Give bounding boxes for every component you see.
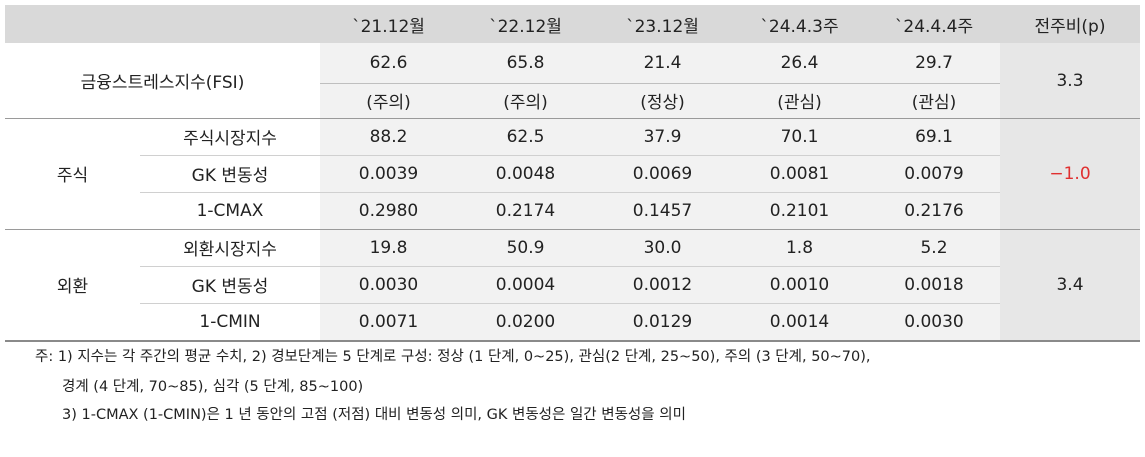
header-cell: 전주비(p) (1034, 16, 1106, 37)
row-label: 주식시장지수 (183, 129, 277, 149)
row-label: 금융스트레스지수(FSI) (80, 73, 245, 93)
value-cell: 0.2101 (769, 200, 830, 221)
level-cell: (정상) (640, 93, 685, 113)
value-cell: 29.7 (915, 53, 953, 73)
value-cell: 0.0079 (904, 163, 964, 184)
header-bg (5, 5, 1140, 43)
value-cell: 0.0081 (769, 163, 830, 184)
value-cell: 88.2 (369, 126, 408, 147)
value-cell: 5.2 (920, 237, 948, 258)
value-cell: 0.2176 (904, 200, 964, 221)
value-cell: 0.0004 (495, 274, 556, 295)
table-bottom (5, 340, 1140, 342)
level-cell: (주의) (366, 93, 411, 113)
value-cell: 65.8 (506, 53, 545, 73)
row-label: GK 변동성 (191, 166, 269, 186)
value-cell: 0.0030 (358, 274, 419, 295)
value-cell: 0.0010 (769, 274, 830, 295)
value-cell: 0.0039 (358, 163, 419, 184)
note: 3) 1-CMAX (1-CMIN)은 1 년 동안의 고점 (저점) 대비 변… (62, 407, 686, 423)
header-cell: `21.12월 (352, 16, 425, 37)
header-cell: `24.4.3주 (760, 16, 839, 37)
value-cell: 62.6 (369, 53, 408, 73)
value-cell: 21.4 (643, 53, 682, 73)
group-line (5, 118, 1140, 119)
level-cell: (관심) (777, 93, 822, 113)
change-cell: −1.0 (1049, 163, 1091, 184)
row-line (140, 266, 1000, 267)
row-line (140, 303, 1000, 304)
value-cell: 0.0048 (495, 163, 556, 184)
value-cell: 70.1 (780, 126, 819, 147)
value-cell: 69.1 (915, 126, 953, 147)
value-cell: 50.9 (506, 237, 545, 258)
header-cell: `24.4.4주 (894, 16, 974, 37)
value-cell: 0.0030 (904, 311, 964, 332)
change-cell: 3.4 (1056, 274, 1084, 295)
header-cell: `22.12월 (489, 16, 562, 37)
value-cell: 0.0129 (632, 311, 693, 332)
group-label: 주식 (56, 166, 89, 186)
value-cell: 0.1457 (632, 200, 693, 221)
value-cell: 30.0 (643, 237, 682, 258)
value-cell: 0.2980 (358, 200, 419, 221)
value-cell: 0.0069 (632, 163, 693, 184)
change-bg (1000, 43, 1140, 340)
row-line (140, 155, 1000, 156)
value-cell: 0.0018 (904, 274, 964, 295)
value-cell: 0.2174 (495, 200, 556, 221)
row-label: 외환시장지수 (183, 240, 277, 260)
note: 경계 (4 단계, 70~85), 심각 (5 단계, 85~100) (62, 379, 364, 395)
note: 주: 1) 지수는 각 주간의 평균 수치, 2) 경보단계는 5 단계로 구성… (35, 349, 871, 365)
change-cell: 3.3 (1056, 70, 1084, 91)
group-line (5, 229, 1140, 230)
data-bg (320, 43, 1000, 340)
value-cell: 37.9 (643, 126, 682, 147)
value-cell: 1.8 (785, 237, 814, 258)
level-cell: (주의) (503, 93, 548, 113)
value-cell: 0.0200 (495, 311, 556, 332)
value-cell: 62.5 (506, 126, 545, 147)
value-cell: 0.0012 (632, 274, 693, 295)
row-line (140, 192, 1000, 193)
header-cell: `23.12월 (626, 16, 699, 37)
group-label: 외환 (56, 277, 89, 297)
value-cell: 0.0014 (769, 311, 830, 332)
value-cell: 0.0071 (358, 311, 419, 332)
value-cell: 19.8 (369, 237, 408, 258)
value-cell: 26.4 (780, 53, 819, 73)
row-label: 1-CMIN (199, 311, 261, 332)
row-label: 1-CMAX (196, 200, 264, 221)
level-cell: (관심) (911, 93, 957, 113)
row-label: GK 변동성 (191, 277, 269, 297)
row-line (320, 83, 1000, 84)
